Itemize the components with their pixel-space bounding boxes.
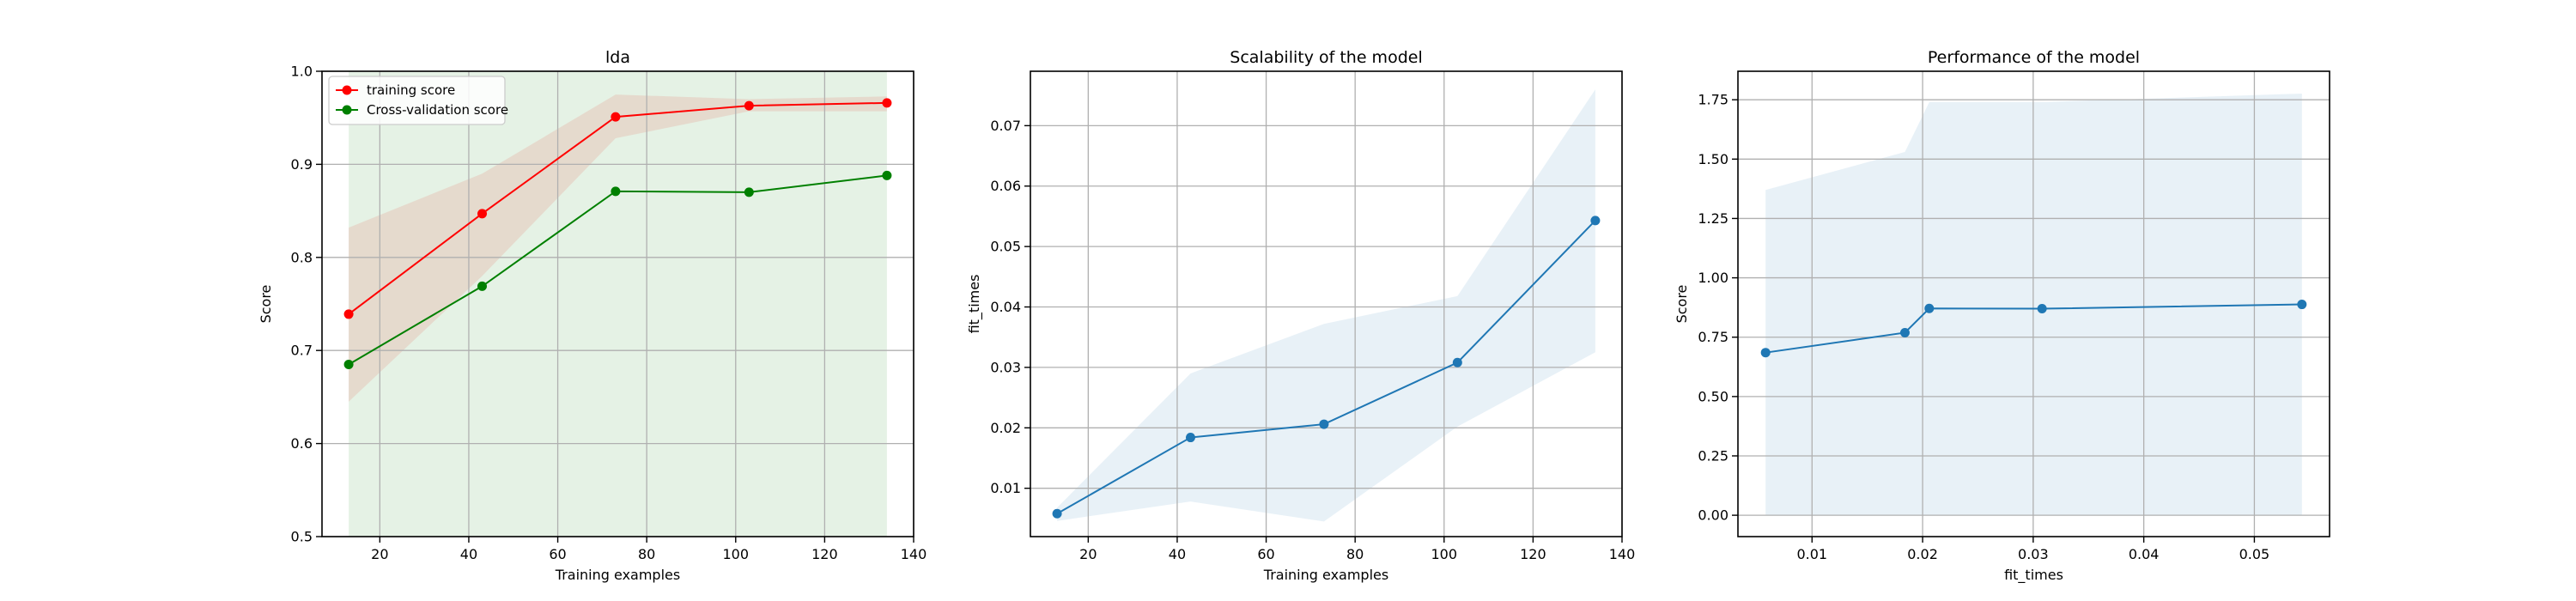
y-tick-label: 0.02 — [990, 420, 1021, 436]
legend-label: training score — [367, 82, 455, 98]
x-tick-label: 20 — [1079, 546, 1097, 562]
band-series-1 — [349, 71, 887, 537]
legend-marker — [342, 85, 352, 95]
subplot-learning-curve-title: lda — [605, 48, 630, 67]
data-point — [477, 281, 487, 291]
x-tick-label: 80 — [638, 546, 655, 562]
data-point — [611, 112, 621, 122]
y-tick-label: 0.07 — [990, 118, 1021, 134]
data-point — [611, 186, 621, 197]
subplot-learning-curve-lines — [343, 98, 892, 369]
x-tick-label: 0.02 — [1907, 546, 1938, 562]
x-tick-label: 0.05 — [2239, 546, 2270, 562]
band-series-0 — [1057, 89, 1595, 522]
y-tick-label: 0.9 — [291, 156, 313, 173]
x-tick-label: 80 — [1346, 546, 1364, 562]
x-tick-label: 40 — [460, 546, 477, 562]
subplot-scalability: 20 40 60 80 100 120 140 0.01 0.02 0.03 0.04 0.05 0.0… — [966, 48, 1635, 583]
subplot-learning-curve-legend: training score Cross-validation score — [328, 76, 508, 125]
y-tick-label: 0.7 — [291, 343, 313, 359]
subplot-learning-curve-ylabel: Score — [258, 285, 274, 324]
legend-label: Cross-validation score — [367, 102, 508, 118]
data-point — [477, 209, 487, 219]
subplot-performance-ticks: 0.01 0.02 0.03 0.04 0.05 0.00 0.25 0.50 0.75 1.00… — [1698, 92, 2269, 562]
x-tick-label: 140 — [1609, 546, 1636, 562]
data-point — [744, 100, 754, 111]
subplot-scalability-lines — [1052, 216, 1601, 519]
data-point — [1760, 348, 1771, 358]
y-tick-label: 0.06 — [990, 178, 1021, 194]
subplot-scalability-bands — [1057, 89, 1595, 522]
subplot-performance: 0.01 0.02 0.03 0.04 0.05 0.00 0.25 0.50 0.75 1.00… — [1674, 48, 2330, 584]
data-point — [1452, 357, 1462, 367]
y-tick-label: 0.05 — [990, 239, 1021, 255]
data-point — [343, 309, 354, 319]
x-tick-label: 60 — [1257, 546, 1274, 562]
x-tick-label: 140 — [901, 546, 927, 562]
y-tick-label: 1.50 — [1698, 151, 1728, 167]
x-tick-label: 0.04 — [2129, 546, 2160, 562]
x-tick-label: 0.03 — [2018, 546, 2049, 562]
data-point — [882, 170, 892, 180]
data-point — [1899, 327, 1910, 337]
x-tick-label: 100 — [723, 546, 750, 562]
band-series-0 — [349, 94, 887, 402]
data-point — [882, 98, 892, 108]
data-point — [1924, 303, 1935, 313]
subplot-performance-grid — [1738, 71, 2330, 537]
y-tick-label: 0.04 — [990, 299, 1021, 315]
subplot-scalability-title: Scalability of the model — [1230, 48, 1422, 67]
subplot-scalability-ylabel: fit_times — [966, 275, 983, 334]
y-tick-label: 1.75 — [1698, 92, 1728, 108]
legend-box — [328, 76, 506, 125]
x-tick-label: 100 — [1431, 546, 1458, 562]
subplot-performance-lines — [1760, 300, 2307, 358]
x-tick-label: 0.01 — [1796, 546, 1827, 562]
subplot-scalability-ticks: 20 40 60 80 100 120 140 0.01 0.02 0.03 0.04 0.05 0.0… — [990, 118, 1635, 562]
data-point — [1590, 216, 1601, 226]
y-tick-label: 0.75 — [1698, 329, 1728, 345]
y-tick-label: 0.25 — [1698, 447, 1728, 464]
data-point — [1052, 508, 1062, 519]
subplot-learning-curve-ticks: 20 40 60 80 100 120 140 0.5 0.6 0.7 0.8 0.9 1.0 — [291, 64, 927, 563]
y-tick-label: 1.0 — [291, 64, 313, 80]
y-tick-label: 1.25 — [1698, 210, 1728, 227]
data-point — [2037, 304, 2047, 314]
subplot-performance-title: Performance of the model — [1928, 48, 2140, 67]
legend-marker — [342, 105, 352, 115]
subplot-scalability-frame — [1030, 70, 1623, 537]
subplot-learning-curve-xlabel: Training examples — [555, 567, 680, 583]
data-point — [744, 187, 754, 197]
data-point — [343, 359, 354, 369]
y-tick-label: 0.00 — [1698, 507, 1728, 524]
y-tick-label: 0.03 — [990, 359, 1021, 375]
subplot-learning-curve-bands — [349, 71, 887, 537]
y-tick-label: 0.01 — [990, 480, 1021, 496]
y-tick-label: 0.5 — [291, 529, 313, 545]
x-tick-label: 20 — [371, 546, 388, 562]
data-point — [1319, 419, 1329, 429]
data-point — [2297, 300, 2307, 310]
subplot-performance-xlabel: fit_times — [2004, 567, 2063, 584]
y-tick-label: 0.8 — [291, 249, 313, 265]
subplot-performance-ylabel: Score — [1674, 285, 1690, 324]
subplot-scalability-xlabel: Training examples — [1263, 567, 1388, 583]
x-tick-label: 120 — [1520, 546, 1546, 562]
y-tick-label: 1.00 — [1698, 270, 1728, 286]
y-tick-label: 0.50 — [1698, 388, 1728, 404]
y-tick-label: 0.6 — [291, 435, 313, 452]
x-tick-label: 60 — [549, 546, 566, 562]
data-point — [1185, 433, 1195, 443]
x-tick-label: 40 — [1169, 546, 1186, 562]
x-tick-label: 120 — [811, 546, 838, 562]
subplot-learning-curve-frame — [321, 70, 914, 537]
